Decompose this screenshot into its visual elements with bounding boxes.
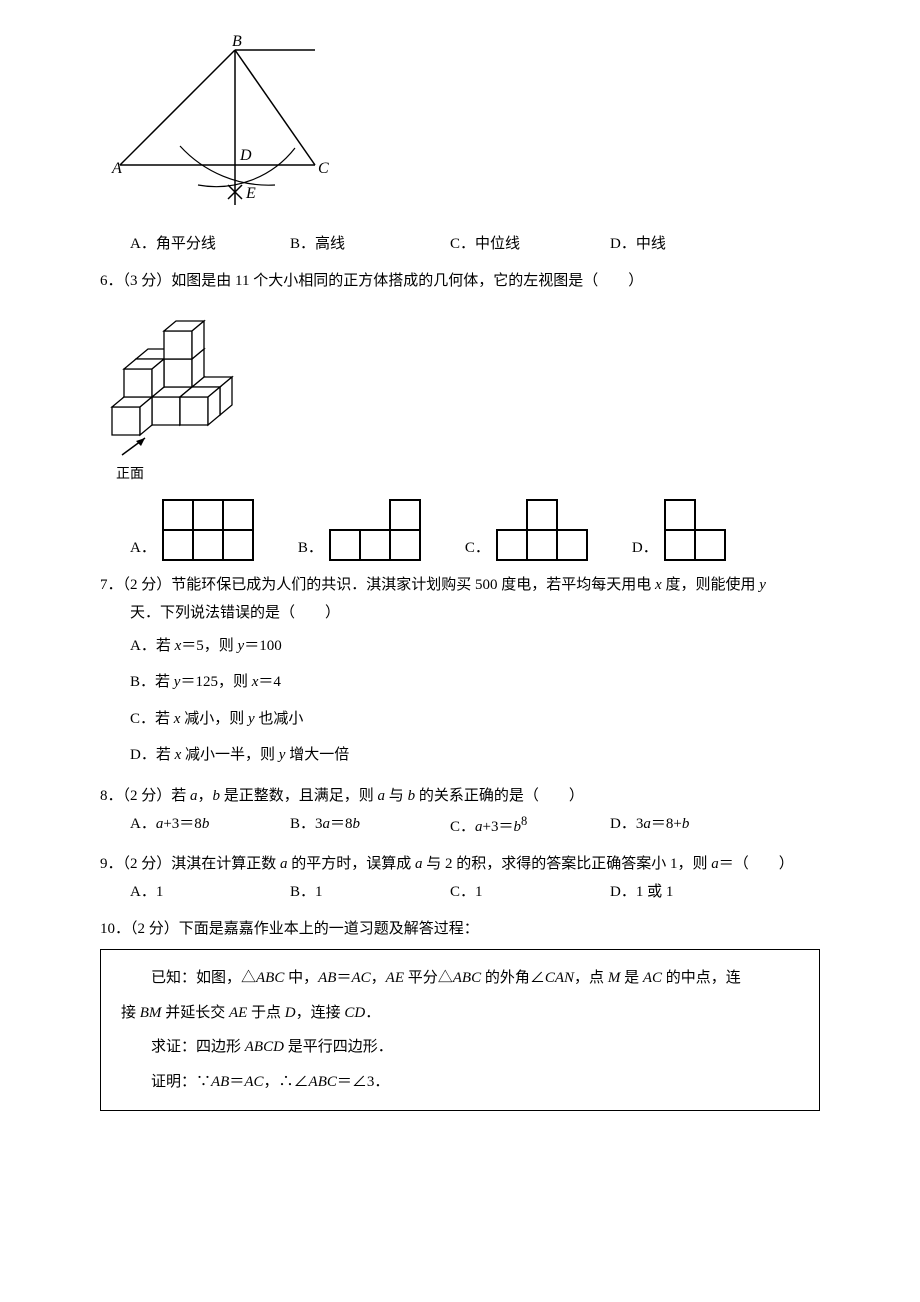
q7-option-d: D．若 x 减小一半，则 y 增大一倍 [130, 741, 820, 770]
q9-options: A．1 B．1 C．1 D．1 或 1 [130, 878, 820, 907]
q8-option-a: A．a+3＝8b [130, 810, 290, 842]
cube-3d-figure [100, 305, 265, 460]
svg-text:D: D [239, 147, 252, 164]
q5-options: A．角平分线 B．高线 C．中位线 D．中线 [130, 230, 820, 259]
q9-option-c: C．1 [450, 878, 610, 907]
q6-optD-shape [664, 499, 734, 563]
q5-option-d: D．中线 [610, 230, 770, 259]
q6-stem: 6．（3 分）如图是由 11 个大小相同的正方体搭成的几何体，它的左视图是（ ） [100, 267, 820, 296]
q8-option-b: B．3a＝8b [290, 810, 450, 842]
q9-option-d: D．1 或 1 [610, 878, 770, 907]
q10-line1: 已知：如图，△ABC 中，AB＝AC，AE 平分△ABC 的外角∠CAN，点 M… [121, 964, 799, 993]
front-label: 正面 [100, 462, 160, 489]
q9-option-b: B．1 [290, 878, 450, 907]
q7-option-a: A．若 x＝5，则 y＝100 [130, 632, 820, 661]
q10-line3: 求证：四边形 ABCD 是平行四边形． [121, 1033, 799, 1062]
q6-option-d: D． [632, 499, 734, 563]
q7-options: A．若 x＝5，则 y＝100 B．若 y＝125，则 x＝4 C．若 x 减小… [130, 628, 820, 774]
triangle-figure: A B C D E [100, 30, 340, 220]
q6-optA-shape [162, 499, 258, 563]
q6-figure: 正面 [100, 305, 820, 489]
q5-figure: A B C D E [100, 30, 820, 220]
q10-line2: 接 BM 并延长交 AE 于点 D，连接 CD． [121, 999, 799, 1028]
q10-box: 已知：如图，△ABC 中，AB＝AC，AE 平分△ABC 的外角∠CAN，点 M… [100, 949, 820, 1111]
q6-optC-shape [496, 499, 592, 563]
q5-option-a: A．角平分线 [130, 230, 290, 259]
q9-option-a: A．1 [130, 878, 290, 907]
svg-text:A: A [111, 160, 122, 177]
q10-line4: 证明：∵AB＝AC，∴∠ABC＝∠3． [121, 1068, 799, 1097]
q6-option-a: A． [130, 499, 258, 563]
q6-option-b: B． [298, 499, 425, 563]
q7-option-b: B．若 y＝125，则 x＝4 [130, 668, 820, 697]
q5-option-b: B．高线 [290, 230, 450, 259]
q10-stem: 10．（2 分）下面是嘉嘉作业本上的一道习题及解答过程： [100, 915, 820, 944]
q6-option-c: C． [465, 499, 592, 563]
q5-option-c: C．中位线 [450, 230, 610, 259]
q7-stem-cont: 天．下列说法错误的是（ ） [130, 599, 820, 628]
q7-stem: 7．（2 分）节能环保已成为人们的共识．淇淇家计划购买 500 度电，若平均每天… [100, 571, 820, 600]
q6-optB-shape [329, 499, 425, 563]
q7-option-c: C．若 x 减小，则 y 也减小 [130, 705, 820, 734]
svg-text:C: C [318, 160, 329, 177]
q8-options: A．a+3＝8b B．3a＝8b C．a+3＝b8 D．3a＝8+b [130, 810, 820, 842]
svg-text:B: B [232, 33, 242, 50]
q9-stem: 9．（2 分）淇淇在计算正数 a 的平方时，误算成 a 与 2 的积，求得的答案… [100, 850, 820, 879]
svg-text:E: E [245, 185, 256, 202]
q8-option-d: D．3a＝8+b [610, 810, 770, 842]
q6-options: A． B． C． D． [130, 499, 820, 563]
q8-option-c: C．a+3＝b8 [450, 810, 610, 842]
q8-stem: 8．（2 分）若 a，b 是正整数，且满足，则 a 与 b 的关系正确的是（ ） [100, 782, 820, 811]
